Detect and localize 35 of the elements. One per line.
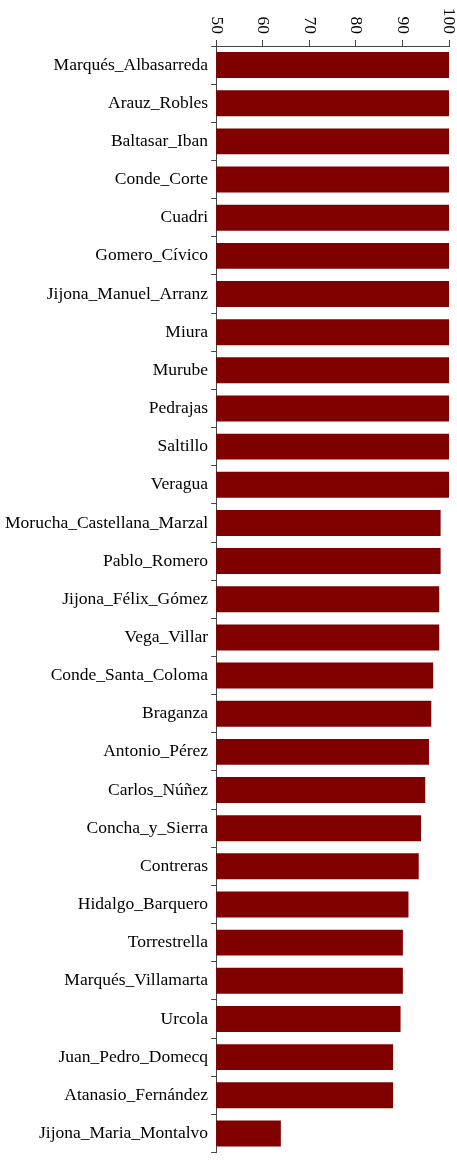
y-tick-label: Pablo_Romero [103, 549, 209, 570]
x-tick-label: 70 [300, 16, 321, 35]
y-tick-label: Jijona_Félix_Gómez [62, 587, 209, 608]
y-tick-label: Marqués_Albasarreda [53, 53, 209, 74]
y-tick-label: Juan_Pedro_Domecq [58, 1045, 209, 1066]
x-tick-label: 100 [440, 7, 457, 35]
y-tick-label: Veragua [150, 473, 209, 494]
y-tick-label: Pedrajas [148, 397, 209, 418]
y-tick-label: Arauz_Robles [107, 91, 209, 112]
y-tick-label: Conde_Corte [114, 168, 209, 189]
y-tick-label: Contreras [140, 854, 209, 875]
y-tick-label: Carlos_Núñez [107, 778, 209, 799]
y-tick-label: Braganza [142, 702, 209, 723]
y-tick-label: Concha_y_Sierra [86, 816, 209, 837]
y-tick-label: Morucha_Castellana_Marzal [4, 511, 209, 532]
y-tick-label: Urcola [160, 1007, 209, 1028]
y-tick-label: Hidalgo_Barquero [77, 893, 209, 914]
y-tick-label: Gomero_Cívico [95, 244, 209, 265]
x-tick-label: 90 [393, 16, 414, 35]
y-tick-label: Saltillo [157, 435, 209, 456]
x-tick-label: 60 [254, 16, 275, 35]
x-tick-label: 80 [347, 16, 368, 35]
x-tick-label: 50 [207, 16, 228, 35]
y-tick-label: Conde_Santa_Coloma [50, 664, 209, 685]
y-tick-label: Jijona_Manuel_Arranz [46, 282, 209, 303]
y-tick-label: Torrestrella [127, 931, 209, 952]
y-tick-label: Vega_Villar [124, 626, 209, 646]
y-tick-label: Cuadri [160, 206, 209, 227]
y-tick-label: Miura [165, 320, 209, 341]
y-tick-label: Atanasio_Fernández [64, 1083, 209, 1104]
y-tick-label: Murube [152, 358, 209, 379]
y-tick-label: Marqués_Villamarta [64, 969, 209, 990]
y-tick-label: Jijona_Maria_Montalvo [38, 1122, 209, 1143]
y-tick-label: Antonio_Pérez [103, 740, 209, 761]
y-tick-label: Baltasar_Iban [110, 129, 209, 150]
